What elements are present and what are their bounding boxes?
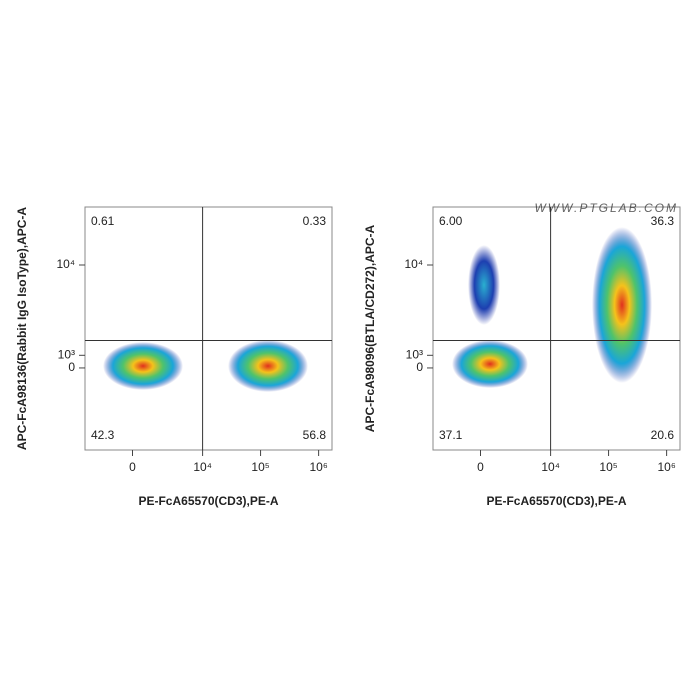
cell-cluster	[452, 340, 528, 388]
cell-cluster	[103, 342, 183, 390]
x-tick-label: 10⁵	[599, 460, 617, 474]
x-tick-label: 0	[129, 460, 136, 474]
plot-frame	[84, 206, 333, 451]
x-tick-label: 10⁶	[309, 460, 327, 474]
cell-cluster	[592, 227, 652, 383]
x-tick-label: 10⁶	[657, 460, 675, 474]
x-tick-label: 10⁴	[541, 460, 560, 474]
populations	[103, 227, 652, 392]
x-tick-label: 10⁵	[251, 460, 269, 474]
y-tick-label: 10⁴	[56, 257, 75, 271]
y-tick-label: 0	[68, 360, 75, 374]
quadrant-percentage: 37.1	[439, 428, 463, 442]
quadrant-percentage: 42.3	[91, 428, 115, 442]
y-axis-label: APC-FcA98096(BTLA/CD272),APC-A	[363, 224, 377, 432]
y-tick-label: 10⁴	[404, 257, 423, 271]
x-tick-label: 0	[477, 460, 484, 474]
quadrant-percentage: 6.00	[439, 214, 463, 228]
plot-frame	[432, 206, 681, 451]
y-tick-label: 10³	[406, 347, 423, 361]
cell-cluster	[228, 340, 308, 392]
watermark: WWW.PTGLAB.COM	[534, 201, 678, 215]
y-axis-label: APC-FcA98136(Rabbit IgG IsoType),APC-A	[15, 207, 29, 450]
quadrant-percentage: 56.8	[303, 428, 327, 442]
quadrant-percentage: 20.6	[651, 428, 675, 442]
x-axis-label: PE-FcA65570(CD3),PE-A	[486, 494, 626, 508]
quadrant-percentage: 0.33	[303, 214, 327, 228]
y-tick-label: 0	[416, 360, 423, 374]
quadrant-percentage: 36.3	[651, 214, 675, 228]
y-tick-label: 10³	[58, 347, 75, 361]
x-axis-label: PE-FcA65570(CD3),PE-A	[138, 494, 278, 508]
x-tick-label: 10⁴	[193, 460, 212, 474]
cell-cluster	[468, 245, 500, 325]
quadrant-percentage: 0.61	[91, 214, 115, 228]
